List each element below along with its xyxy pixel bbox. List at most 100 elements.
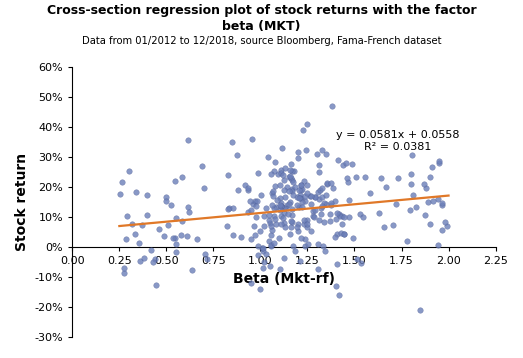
Point	[253, 198, 262, 204]
Point	[438, 203, 447, 208]
Point	[314, 241, 322, 247]
Point	[280, 188, 289, 193]
Point	[287, 218, 295, 224]
Point	[270, 217, 279, 222]
Point	[224, 206, 232, 212]
Point	[302, 147, 310, 153]
Point	[277, 200, 286, 206]
Point	[333, 231, 341, 237]
Point	[151, 256, 160, 262]
Point	[276, 195, 285, 201]
Point	[320, 219, 328, 224]
Point	[256, 286, 265, 292]
Point	[340, 232, 348, 237]
Point	[278, 145, 286, 151]
Point	[342, 160, 350, 166]
Point	[262, 251, 270, 257]
Point	[149, 260, 157, 265]
Point	[333, 210, 342, 216]
Point	[416, 307, 425, 313]
Point	[279, 215, 288, 221]
Y-axis label: Stock return: Stock return	[15, 153, 29, 251]
Point	[256, 193, 265, 198]
Point	[143, 192, 152, 198]
Point	[183, 233, 191, 239]
Point	[298, 187, 306, 192]
Point	[298, 199, 306, 205]
Point	[176, 232, 185, 238]
Point	[281, 165, 289, 171]
Point	[280, 255, 288, 261]
Point	[289, 179, 297, 185]
Point	[403, 238, 411, 244]
Point	[172, 216, 180, 221]
Point	[291, 248, 299, 254]
Point	[343, 175, 351, 180]
Point	[288, 206, 296, 212]
Point	[300, 178, 308, 184]
Point	[276, 167, 285, 173]
Point	[344, 180, 353, 185]
Point	[287, 175, 295, 180]
Point	[229, 232, 237, 238]
Point	[256, 228, 264, 234]
X-axis label: Beta (Mkt-rf): Beta (Mkt-rf)	[233, 272, 335, 286]
Point	[420, 182, 428, 187]
Point	[277, 204, 285, 209]
Point	[268, 190, 277, 195]
Point	[252, 214, 260, 220]
Point	[355, 211, 363, 217]
Point	[201, 251, 210, 257]
Point	[301, 198, 309, 204]
Point	[306, 193, 315, 199]
Point	[134, 240, 143, 246]
Point	[283, 202, 291, 208]
Point	[317, 205, 325, 211]
Point	[318, 147, 326, 153]
Point	[288, 186, 296, 192]
Point	[320, 200, 328, 206]
Point	[339, 163, 347, 168]
Point	[377, 175, 385, 181]
Point	[118, 179, 127, 185]
Point	[120, 265, 128, 271]
Point	[172, 235, 180, 241]
Point	[340, 231, 349, 236]
Point	[197, 163, 206, 169]
Point	[162, 198, 170, 204]
Point	[353, 256, 361, 262]
Point	[142, 212, 151, 218]
Point	[265, 217, 273, 223]
Point	[237, 234, 245, 240]
Point	[268, 202, 276, 208]
Point	[427, 164, 436, 170]
Point	[275, 235, 283, 241]
Point	[287, 188, 295, 194]
Point	[335, 292, 344, 298]
Point	[251, 232, 259, 237]
Point	[358, 214, 367, 220]
Point	[267, 243, 275, 249]
Point	[294, 195, 303, 201]
Point	[281, 224, 289, 229]
Point	[293, 221, 302, 227]
Point	[285, 174, 293, 180]
Point	[259, 248, 267, 253]
Point	[310, 214, 318, 220]
Point	[268, 227, 276, 233]
Point	[333, 261, 341, 267]
Point	[337, 230, 345, 236]
Point	[300, 217, 308, 223]
Text: beta (MKT): beta (MKT)	[222, 20, 301, 33]
Point	[178, 174, 186, 179]
Point	[200, 185, 208, 191]
Point	[311, 194, 319, 200]
Point	[233, 152, 242, 158]
Point	[281, 205, 290, 211]
Point	[285, 188, 293, 194]
Point	[264, 238, 272, 244]
Point	[224, 172, 233, 178]
Point	[272, 221, 281, 227]
Point	[297, 188, 305, 193]
Point	[340, 215, 348, 221]
